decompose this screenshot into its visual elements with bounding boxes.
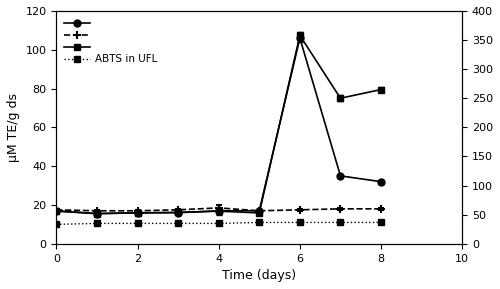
X-axis label: Time (days): Time (days) (222, 269, 296, 282)
Y-axis label: μM TE/g ds: μM TE/g ds (7, 93, 20, 162)
Legend: , , , ABTS in UFL: , , , ABTS in UFL (62, 16, 160, 66)
